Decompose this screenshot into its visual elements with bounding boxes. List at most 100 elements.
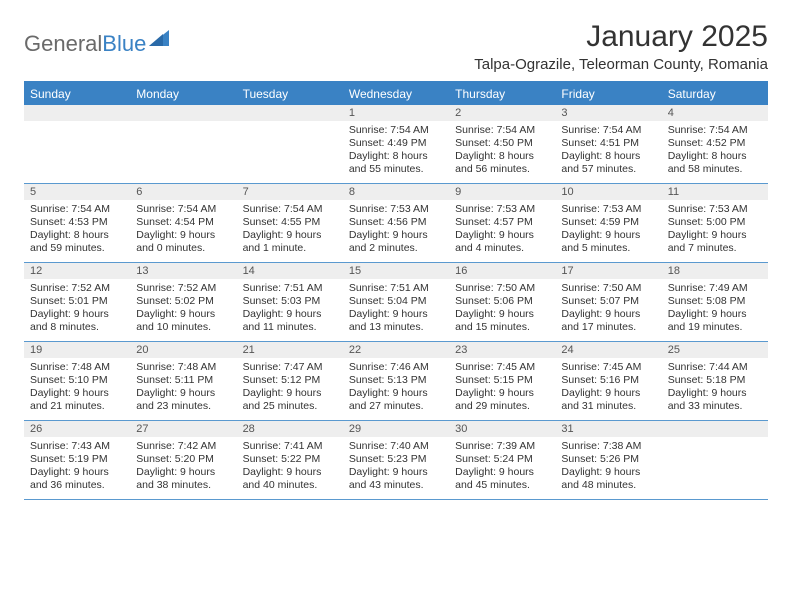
day-cell-line: Sunset: 5:00 PM bbox=[668, 216, 762, 229]
day-cell: Sunrise: 7:54 AMSunset: 4:55 PMDaylight:… bbox=[237, 200, 343, 262]
day-number: 19 bbox=[24, 342, 130, 358]
day-cell: Sunrise: 7:44 AMSunset: 5:18 PMDaylight:… bbox=[662, 358, 768, 420]
week-number-row: 1234 bbox=[24, 105, 768, 121]
day-number: 7 bbox=[237, 184, 343, 200]
day-number: 1 bbox=[343, 105, 449, 121]
day-cell: Sunrise: 7:54 AMSunset: 4:50 PMDaylight:… bbox=[449, 121, 555, 183]
day-number bbox=[662, 421, 768, 437]
week-number-row: 19202122232425 bbox=[24, 342, 768, 358]
day-cell-line: Sunset: 4:52 PM bbox=[668, 137, 762, 150]
brand-part2: Blue bbox=[102, 31, 146, 57]
day-cell-line: Sunset: 5:23 PM bbox=[349, 453, 443, 466]
day-cell-line: Sunrise: 7:51 AM bbox=[349, 282, 443, 295]
day-cell-line: Sunset: 4:59 PM bbox=[561, 216, 655, 229]
day-cell-line: Sunrise: 7:53 AM bbox=[668, 203, 762, 216]
day-number: 28 bbox=[237, 421, 343, 437]
day-number: 6 bbox=[130, 184, 236, 200]
day-cell: Sunrise: 7:54 AMSunset: 4:52 PMDaylight:… bbox=[662, 121, 768, 183]
day-header: Sunday bbox=[24, 83, 130, 105]
day-cell-line: Daylight: 9 hours bbox=[455, 466, 549, 479]
day-cell-line: Daylight: 9 hours bbox=[136, 308, 230, 321]
day-cell-line: and 25 minutes. bbox=[243, 400, 337, 413]
day-cell: Sunrise: 7:54 AMSunset: 4:53 PMDaylight:… bbox=[24, 200, 130, 262]
day-cell bbox=[130, 121, 236, 183]
day-cell-line: Sunrise: 7:53 AM bbox=[349, 203, 443, 216]
day-number: 25 bbox=[662, 342, 768, 358]
day-cell-line: Sunrise: 7:54 AM bbox=[561, 124, 655, 137]
day-cell-line: Sunrise: 7:46 AM bbox=[349, 361, 443, 374]
day-cell-line: Daylight: 9 hours bbox=[455, 308, 549, 321]
day-cell-line: and 59 minutes. bbox=[30, 242, 124, 255]
day-cell-line: Sunrise: 7:53 AM bbox=[561, 203, 655, 216]
day-cell-line: Sunrise: 7:44 AM bbox=[668, 361, 762, 374]
day-cell-line: Sunset: 5:06 PM bbox=[455, 295, 549, 308]
title-block: January 2025 Talpa-Ograzile, Teleorman C… bbox=[474, 20, 768, 73]
day-cell: Sunrise: 7:46 AMSunset: 5:13 PMDaylight:… bbox=[343, 358, 449, 420]
day-cell: Sunrise: 7:48 AMSunset: 5:11 PMDaylight:… bbox=[130, 358, 236, 420]
week-body-row: Sunrise: 7:54 AMSunset: 4:53 PMDaylight:… bbox=[24, 200, 768, 263]
day-cell-line: and 56 minutes. bbox=[455, 163, 549, 176]
day-cell-line: Sunrise: 7:54 AM bbox=[243, 203, 337, 216]
day-cell-line: Sunrise: 7:49 AM bbox=[668, 282, 762, 295]
day-cell-line: Sunrise: 7:48 AM bbox=[30, 361, 124, 374]
day-cell-line: Sunrise: 7:54 AM bbox=[136, 203, 230, 216]
day-cell-line: Daylight: 9 hours bbox=[136, 466, 230, 479]
day-cell-line: and 2 minutes. bbox=[349, 242, 443, 255]
calendar: Sunday Monday Tuesday Wednesday Thursday… bbox=[24, 81, 768, 500]
day-cell-line: Sunset: 5:10 PM bbox=[30, 374, 124, 387]
day-cell-line: Sunrise: 7:43 AM bbox=[30, 440, 124, 453]
day-number: 14 bbox=[237, 263, 343, 279]
day-cell-line: and 4 minutes. bbox=[455, 242, 549, 255]
day-number: 8 bbox=[343, 184, 449, 200]
day-header: Thursday bbox=[449, 83, 555, 105]
day-cell-line: Sunset: 4:55 PM bbox=[243, 216, 337, 229]
header: GeneralBlue January 2025 Talpa-Ograzile,… bbox=[24, 20, 768, 73]
day-cell-line: Sunset: 5:08 PM bbox=[668, 295, 762, 308]
day-header: Monday bbox=[130, 83, 236, 105]
week-body-row: Sunrise: 7:43 AMSunset: 5:19 PMDaylight:… bbox=[24, 437, 768, 500]
day-cell-line: Daylight: 8 hours bbox=[30, 229, 124, 242]
day-cell: Sunrise: 7:39 AMSunset: 5:24 PMDaylight:… bbox=[449, 437, 555, 499]
day-cell: Sunrise: 7:42 AMSunset: 5:20 PMDaylight:… bbox=[130, 437, 236, 499]
day-cell-line: Sunset: 5:15 PM bbox=[455, 374, 549, 387]
day-cell-line: Daylight: 9 hours bbox=[243, 387, 337, 400]
day-cell bbox=[237, 121, 343, 183]
day-cell bbox=[24, 121, 130, 183]
day-cell-line: Daylight: 9 hours bbox=[668, 229, 762, 242]
day-header: Saturday bbox=[662, 83, 768, 105]
day-cell-line: and 11 minutes. bbox=[243, 321, 337, 334]
day-number: 23 bbox=[449, 342, 555, 358]
day-cell-line: Daylight: 9 hours bbox=[243, 466, 337, 479]
day-cell-line: Sunset: 5:18 PM bbox=[668, 374, 762, 387]
day-cell-line: Sunrise: 7:51 AM bbox=[243, 282, 337, 295]
day-cell-line: Daylight: 9 hours bbox=[561, 308, 655, 321]
day-cell: Sunrise: 7:54 AMSunset: 4:54 PMDaylight:… bbox=[130, 200, 236, 262]
day-cell-line: Sunrise: 7:47 AM bbox=[243, 361, 337, 374]
day-cell-line: and 55 minutes. bbox=[349, 163, 443, 176]
week-number-row: 12131415161718 bbox=[24, 263, 768, 279]
day-cell-line: Sunrise: 7:50 AM bbox=[455, 282, 549, 295]
day-cell-line: and 31 minutes. bbox=[561, 400, 655, 413]
day-cell-line: Sunrise: 7:42 AM bbox=[136, 440, 230, 453]
day-cell-line: and 1 minute. bbox=[243, 242, 337, 255]
day-cell-line: Sunset: 5:11 PM bbox=[136, 374, 230, 387]
day-number: 20 bbox=[130, 342, 236, 358]
day-cell-line: Sunrise: 7:54 AM bbox=[349, 124, 443, 137]
day-cell-line: Daylight: 9 hours bbox=[30, 387, 124, 400]
day-cell-line: Sunset: 5:07 PM bbox=[561, 295, 655, 308]
day-cell-line: Daylight: 9 hours bbox=[243, 229, 337, 242]
day-number: 9 bbox=[449, 184, 555, 200]
day-cell-line: Daylight: 9 hours bbox=[668, 308, 762, 321]
day-number: 21 bbox=[237, 342, 343, 358]
day-cell: Sunrise: 7:45 AMSunset: 5:15 PMDaylight:… bbox=[449, 358, 555, 420]
day-cell-line: Daylight: 8 hours bbox=[455, 150, 549, 163]
day-cell-line: Sunrise: 7:38 AM bbox=[561, 440, 655, 453]
day-cell-line: and 17 minutes. bbox=[561, 321, 655, 334]
day-number: 30 bbox=[449, 421, 555, 437]
day-cell-line: and 15 minutes. bbox=[455, 321, 549, 334]
day-number: 11 bbox=[662, 184, 768, 200]
day-cell-line: and 13 minutes. bbox=[349, 321, 443, 334]
day-cell-line: Daylight: 9 hours bbox=[349, 387, 443, 400]
day-cell-line: and 36 minutes. bbox=[30, 479, 124, 492]
day-cell-line: and 7 minutes. bbox=[668, 242, 762, 255]
